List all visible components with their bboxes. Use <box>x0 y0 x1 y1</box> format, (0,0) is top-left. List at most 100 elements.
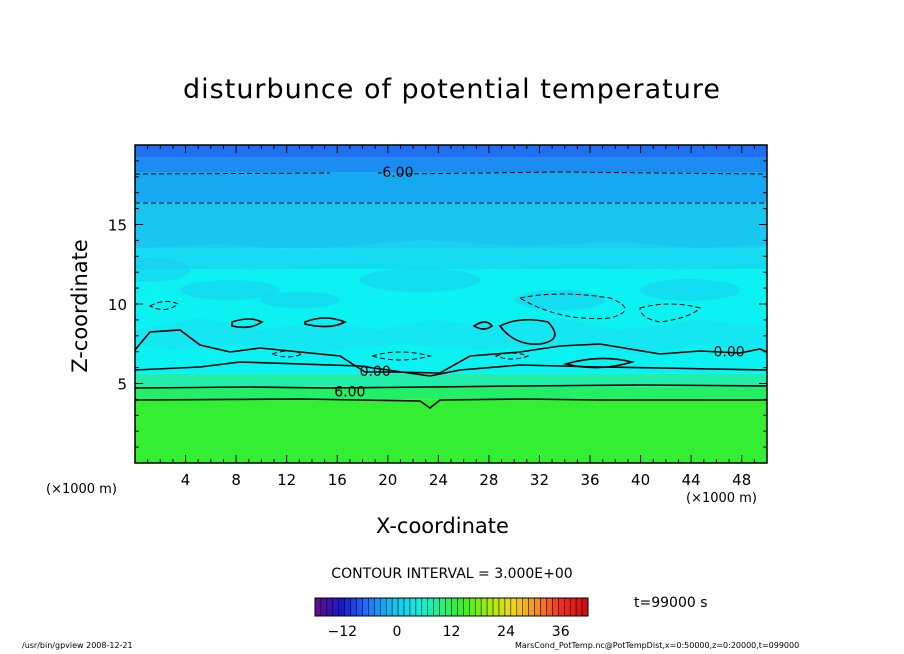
colorbar-segment <box>374 597 381 617</box>
colorbar-segment <box>332 597 339 617</box>
colorbar-segment <box>391 597 399 617</box>
y-axis: 5 10 15 <box>108 160 767 448</box>
colorbar-segment <box>403 597 411 617</box>
colorbar-segment <box>558 597 565 617</box>
x-tick-label: 32 <box>530 471 549 489</box>
colorbar-segment <box>397 597 405 617</box>
contour-line-6-upper <box>135 384 767 389</box>
colorbar-segment <box>368 597 375 617</box>
colorbar-segment <box>510 597 518 617</box>
heatmap-spot-1 <box>180 280 280 300</box>
x-tick-label: 12 <box>277 471 296 489</box>
contour-interval-text: CONTOUR INTERVAL = 3.000E+00 <box>331 566 573 582</box>
colorbar-segment <box>480 597 488 617</box>
colorbar-segment <box>498 597 506 617</box>
colorbar-segment <box>575 597 583 617</box>
contour-line-neg6 <box>135 171 767 175</box>
x-axis-label: X-coordinate <box>376 514 509 538</box>
heatmap-spot-4 <box>640 279 740 301</box>
heatmap-band-0 <box>135 399 767 463</box>
contour-label-0: -6.00 <box>377 165 413 181</box>
colorbar-segment <box>540 597 547 617</box>
x-tick-label: 20 <box>378 471 397 489</box>
colorbar-segment <box>546 597 553 617</box>
contour-loop-8 <box>494 352 530 360</box>
heatmap-spot-3 <box>515 290 605 310</box>
contour-label-1: 0.00 <box>360 364 391 380</box>
colorbar-tick-label: 24 <box>497 624 515 640</box>
colorbar-segment <box>564 597 571 617</box>
colorbar-segment <box>457 597 464 617</box>
heatmap-spot-2 <box>360 268 480 292</box>
colorbar-segment <box>451 597 458 617</box>
colorbar-segment <box>385 597 393 617</box>
colorbar-segment <box>439 597 446 617</box>
x-tick-label: 4 <box>181 471 191 489</box>
colorbar-segment <box>427 597 434 617</box>
time-label: t=99000 s <box>634 595 708 611</box>
colorbar-segment <box>528 597 535 617</box>
x-tick-label: 28 <box>479 471 498 489</box>
heatmap-spot-5 <box>260 292 340 308</box>
x-axis: 4 8 12 16 20 24 28 32 36 40 44 48 <box>147 145 755 489</box>
colorbar-segment <box>338 597 345 617</box>
contour-label-2: 6.00 <box>334 384 365 400</box>
colorbar-segment <box>486 597 494 617</box>
colorbar-segment <box>474 597 482 617</box>
y-tick-label: 10 <box>108 296 127 314</box>
contour-loop-3 <box>562 357 635 369</box>
x-tick-label: 24 <box>429 471 448 489</box>
colorbar-segment <box>581 597 589 617</box>
heatmap-spot-0 <box>135 258 190 282</box>
colorbar-segment <box>326 597 334 617</box>
colorbar-segment <box>421 597 429 617</box>
colorbar-frame <box>314 597 589 617</box>
heatmap-band-6 <box>135 172 767 203</box>
colorbar-tick-label: −12 <box>328 624 358 640</box>
x-tick-label: 44 <box>682 471 701 489</box>
contour-line-0 <box>135 329 767 374</box>
footer-left: /usr/bin/gpview 2008-12-21 <box>22 641 133 650</box>
contour-loop-9 <box>518 293 626 320</box>
y-axis-label: Z-coordinate <box>68 239 92 373</box>
colorbar-segment <box>356 597 363 617</box>
contour-loop-6 <box>270 350 304 358</box>
colorbar-segment <box>445 597 452 617</box>
colorbar-tick-label: 12 <box>443 624 461 640</box>
x-tick-label: 48 <box>732 471 751 489</box>
contour-lines <box>135 171 767 409</box>
colorbar-tick-label: 36 <box>552 624 570 640</box>
x-tick-label: 40 <box>631 471 650 489</box>
colorbar-segment <box>463 597 470 617</box>
colorbar-segment <box>569 597 577 617</box>
heatmap-band-8 <box>135 145 767 158</box>
colorbar-tick-label: 0 <box>392 624 401 640</box>
colorbar-segment <box>415 597 423 617</box>
colorbar-segment <box>516 597 523 617</box>
colorbar-segment <box>492 597 500 617</box>
x-tick-label: 36 <box>580 471 599 489</box>
colorbar-segment <box>433 597 440 617</box>
y-tick-label: 15 <box>108 217 127 235</box>
footer-right: MarsCond_PotTemp.nc@PotTempDist,x=0:5000… <box>515 641 800 650</box>
colorbar-segment <box>504 597 512 617</box>
contour-loop-2 <box>498 318 556 345</box>
x-tick-label: 8 <box>231 471 241 489</box>
colorbar-segment <box>314 597 322 617</box>
x-unit-right: (×1000 m) <box>686 491 757 506</box>
colorbar-segment <box>320 597 328 617</box>
contour-line-3 <box>135 361 767 377</box>
colorbar-segment <box>552 597 559 617</box>
colorbar-segment <box>344 597 351 617</box>
colorbar-segment <box>522 597 529 617</box>
heatmap-band-1 <box>135 386 767 400</box>
colorbar-segment <box>350 597 357 617</box>
contour-loop-1 <box>231 318 264 329</box>
contour-loop-7 <box>370 351 432 361</box>
colorbar-segment <box>380 597 387 617</box>
contour-labels: -6.00 0.00 6.00 0.00 <box>334 165 744 400</box>
heatmap-band-7 <box>135 157 767 173</box>
contour-loop-4 <box>472 321 494 330</box>
colorbar-segment <box>469 597 476 617</box>
x-unit-left: (×1000 m) <box>46 482 117 497</box>
